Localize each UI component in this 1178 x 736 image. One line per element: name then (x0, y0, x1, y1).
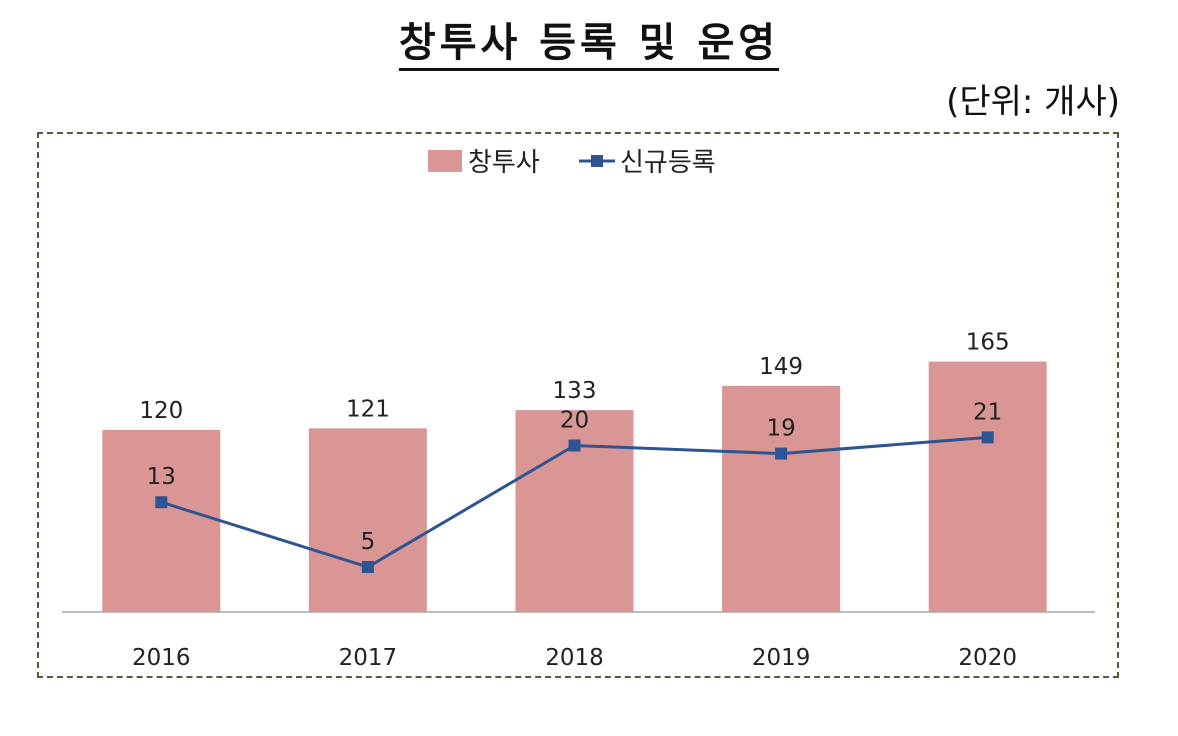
bar-label-2016: 120 (139, 398, 183, 424)
bar-label-2020: 165 (966, 330, 1010, 356)
x-tick-2016: 2016 (132, 645, 191, 671)
x-tick-2017: 2017 (339, 645, 398, 671)
line-label-2020: 21 (973, 399, 1002, 425)
x-tick-2018: 2018 (545, 645, 604, 671)
x-tick-2019: 2019 (752, 645, 811, 671)
bar-2016 (102, 429, 221, 612)
chart-title-text: 창투사 등록 및 운영 (398, 20, 780, 71)
line-point-2019 (775, 447, 788, 460)
bar-label-2019: 149 (759, 354, 803, 380)
legend: 창투사 신규등록 (428, 148, 716, 178)
line-label-2018: 20 (560, 408, 589, 434)
legend-marker-line (591, 155, 603, 167)
bar-2020 (928, 361, 1047, 612)
line-label-2017: 5 (361, 529, 376, 555)
bar-label-2017: 121 (346, 396, 390, 422)
bar-2019 (722, 385, 841, 612)
line-label-2016: 13 (147, 464, 176, 490)
chart-frame (37, 132, 1119, 678)
line-point-2016 (155, 496, 168, 509)
chart-title: 창투사 등록 및 운영 (0, 10, 1178, 71)
legend-label-bar: 창투사 (468, 148, 540, 178)
line-point-2017 (361, 561, 374, 573)
legend-swatch-bar (428, 150, 462, 172)
bar-label-2018: 133 (553, 378, 597, 404)
line-point-2018 (568, 439, 581, 452)
unit-label: (단위: 개사) (946, 82, 1120, 122)
x-tick-2020: 2020 (958, 645, 1017, 671)
line-label-2019: 19 (766, 416, 795, 442)
legend-label-line: 신규등록 (620, 148, 716, 178)
line-point-2020 (981, 431, 994, 444)
bar-2017 (308, 428, 427, 612)
